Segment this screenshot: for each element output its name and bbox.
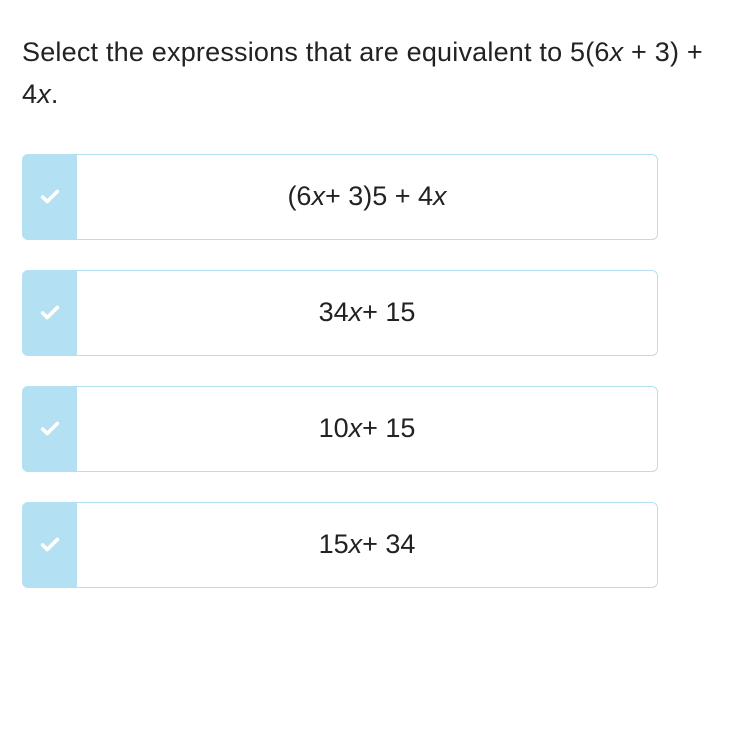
option-label: (6x + 3)5 + 4x	[77, 154, 658, 240]
check-icon	[39, 418, 61, 440]
expr-part: 10	[319, 413, 349, 444]
check-icon	[39, 302, 61, 324]
option-row[interactable]: 15x + 34	[22, 502, 658, 588]
checkbox[interactable]	[22, 154, 77, 240]
expr-part: + 15	[362, 297, 415, 328]
question-suffix: .	[51, 79, 59, 109]
expr-part: + 34	[362, 529, 415, 560]
expr-part: + 3)5 + 4	[325, 181, 433, 212]
question-text: Select the expressions that are equivale…	[22, 32, 728, 116]
checkbox[interactable]	[22, 502, 77, 588]
question-prefix: Select the expressions that are equivale…	[22, 37, 610, 67]
option-list: (6x + 3)5 + 4x 34x + 15 10x + 15 15x + 3…	[22, 154, 728, 588]
expr-var: x	[349, 529, 363, 560]
option-row[interactable]: (6x + 3)5 + 4x	[22, 154, 658, 240]
option-label: 10x + 15	[77, 386, 658, 472]
option-row[interactable]: 34x + 15	[22, 270, 658, 356]
question-var2: x	[37, 79, 51, 109]
checkbox[interactable]	[22, 386, 77, 472]
expr-var: x	[311, 181, 325, 212]
check-icon	[39, 534, 61, 556]
expr-var: x	[433, 181, 447, 212]
option-row[interactable]: 10x + 15	[22, 386, 658, 472]
check-icon	[39, 186, 61, 208]
expr-part: (6	[287, 181, 311, 212]
checkbox[interactable]	[22, 270, 77, 356]
question-var1: x	[610, 37, 624, 67]
expr-var: x	[349, 297, 363, 328]
option-label: 34x + 15	[77, 270, 658, 356]
option-label: 15x + 34	[77, 502, 658, 588]
expr-part: + 15	[362, 413, 415, 444]
expr-part: 34	[319, 297, 349, 328]
expr-var: x	[349, 413, 363, 444]
expr-part: 15	[319, 529, 349, 560]
